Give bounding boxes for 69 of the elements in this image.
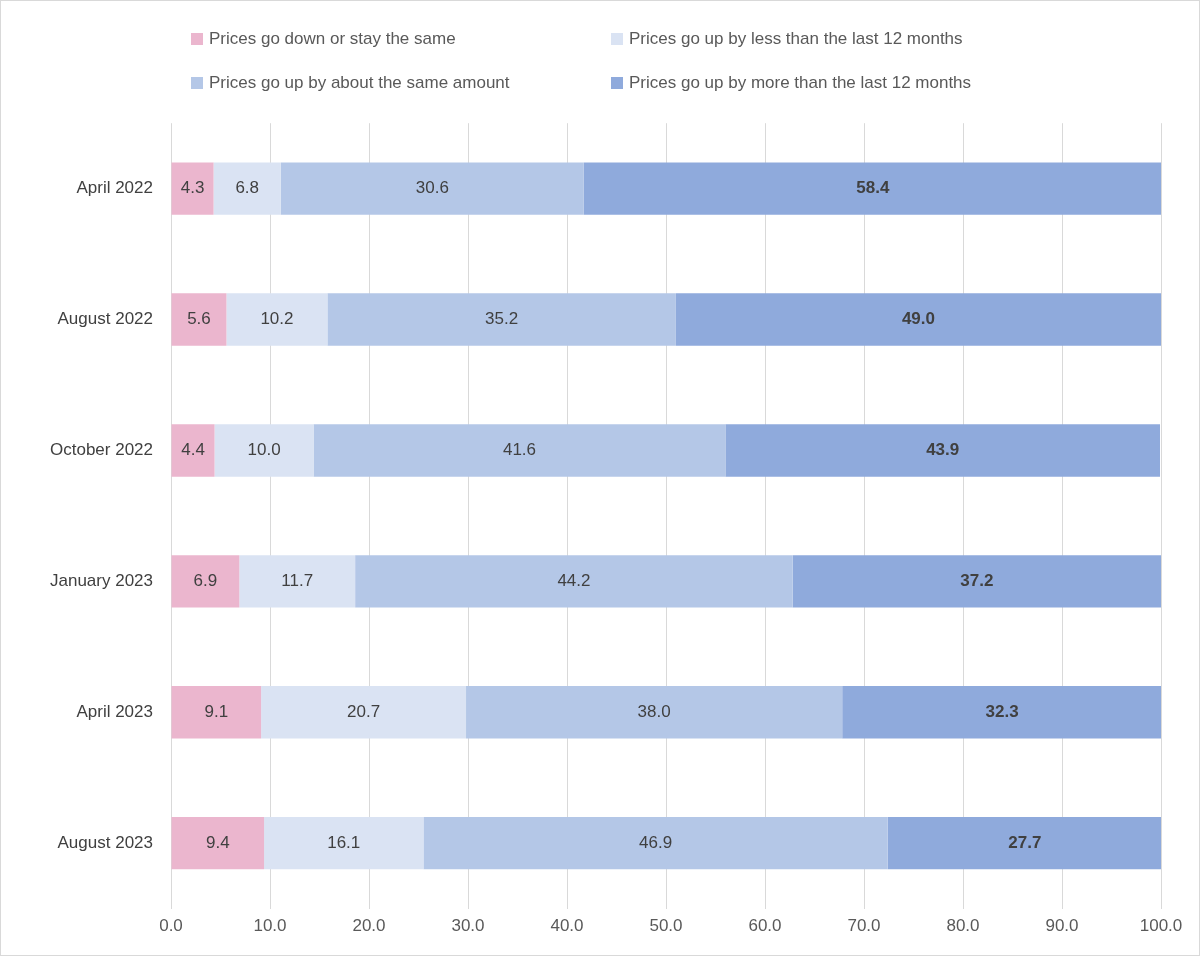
legend-label: Prices go up by about the same amount: [209, 73, 510, 93]
bar: [171, 816, 265, 870]
data-label: 10.2: [260, 309, 294, 329]
x-tick-label: 30.0: [451, 916, 485, 936]
x-tick-label: 20.0: [352, 916, 386, 936]
data-label: 4.3: [180, 178, 205, 198]
bar: [226, 293, 328, 346]
data-label: 43.9: [926, 440, 960, 460]
data-label: 46.9: [639, 832, 673, 852]
x-tick-label: 40.0: [550, 916, 584, 936]
data-label: 9.4: [205, 832, 230, 852]
data-label: 58.4: [856, 178, 890, 198]
bar: [264, 816, 424, 870]
x-tick-label: 90.0: [1045, 916, 1079, 936]
legend-label: Prices go up by less than the last 12 months: [629, 29, 963, 49]
bar: [327, 293, 676, 346]
x-tick-label: 60.0: [748, 916, 782, 936]
x-tick-label: 100.0: [1139, 916, 1183, 936]
x-tick-label: 80.0: [946, 916, 980, 936]
x-tick-label: 0.0: [159, 916, 183, 936]
y-tick-label: January 2023: [49, 571, 153, 591]
bar: [280, 162, 584, 215]
y-tick-label: August 2023: [57, 832, 153, 852]
bar: [171, 293, 227, 346]
data-label: 37.2: [960, 571, 994, 591]
bar: [842, 686, 1161, 739]
bar: [423, 816, 888, 870]
bar: [725, 424, 1161, 477]
data-label: 27.7: [1008, 832, 1042, 852]
data-label: 11.7: [281, 571, 314, 591]
bar: [583, 162, 1161, 215]
data-label: 6.8: [235, 178, 260, 198]
bar: [466, 686, 843, 739]
x-tick-label: 50.0: [649, 916, 683, 936]
data-label: 35.2: [485, 309, 519, 329]
bar: [213, 162, 281, 215]
x-tick-label: 10.0: [253, 916, 287, 936]
data-label: 32.3: [985, 701, 1019, 721]
bar: [171, 555, 240, 608]
data-label: 20.7: [347, 701, 381, 721]
y-tick-label: August 2022: [57, 309, 153, 329]
legend-label: Prices go down or stay the same: [209, 29, 456, 49]
bar: [171, 162, 214, 215]
bar: [171, 686, 262, 739]
data-label: 30.6: [415, 178, 449, 198]
legend-label: Prices go up by more than the last 12 months: [629, 73, 972, 93]
data-label: 41.6: [502, 440, 537, 460]
bar: [313, 424, 726, 477]
bar: [239, 555, 356, 608]
data-label: 49.0: [901, 309, 935, 329]
data-label: 9.1: [204, 701, 229, 721]
y-tick-label: October 2022: [49, 440, 153, 460]
bar: [887, 816, 1161, 870]
data-label: 10.0: [247, 440, 281, 460]
x-tick-label: 70.0: [847, 916, 881, 936]
data-label: 16.1: [327, 832, 361, 852]
data-label: 38.0: [637, 701, 671, 721]
bar: [261, 686, 467, 739]
data-label: 6.9: [193, 571, 218, 591]
y-tick-label: April 2023: [76, 701, 153, 721]
bar: [675, 293, 1161, 346]
bar: [792, 555, 1161, 608]
bar: [214, 424, 314, 477]
bar: [171, 424, 215, 477]
data-label: 44.2: [557, 571, 591, 591]
data-label: 4.4: [181, 440, 205, 460]
data-label: 5.6: [187, 309, 211, 329]
y-tick-label: April 2022: [76, 178, 153, 198]
bar: [355, 555, 793, 608]
